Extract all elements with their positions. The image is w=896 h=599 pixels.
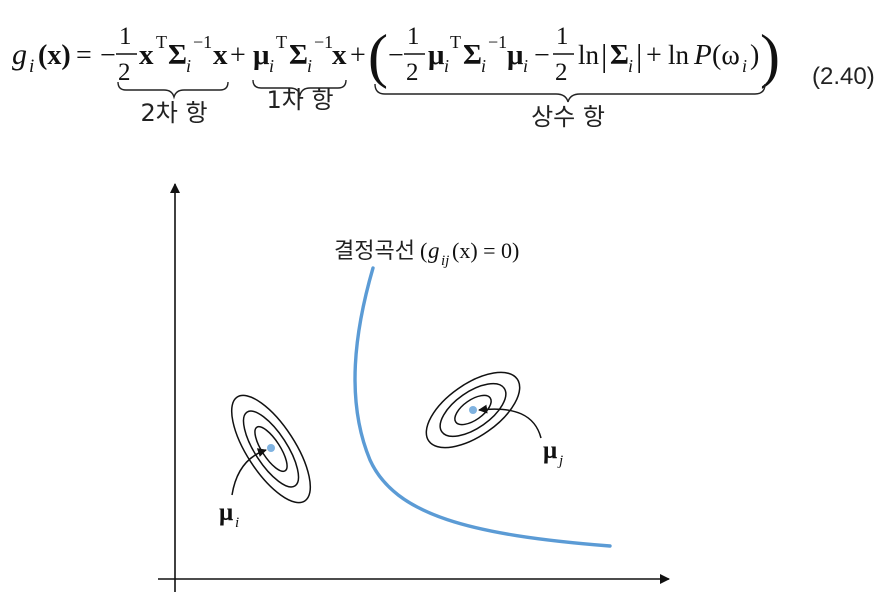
abs-close: |	[636, 37, 642, 73]
prob-P: P	[693, 39, 712, 71]
abs-open: |	[601, 37, 607, 73]
mean-j-dot	[469, 406, 477, 414]
mu-3: μ	[507, 39, 524, 71]
frac2-den: 2	[406, 59, 419, 86]
decision-boundary-label: 결정곡선 ( g ij (x) = 0)	[334, 238, 519, 269]
contour-j-outer	[425, 371, 521, 449]
ln-1: ln	[578, 40, 600, 70]
mean-i-leader-arrow	[231, 448, 267, 496]
frac1-num: 1	[119, 23, 132, 50]
sigma-3-sub: i	[481, 56, 486, 76]
omega-sub: i	[742, 56, 747, 76]
equation-number: (2.40)	[812, 63, 875, 90]
label-linear-term: 1차 항	[266, 86, 333, 114]
plus-sign-3: +	[646, 40, 662, 71]
big-open-paren: (	[368, 23, 388, 89]
mu-3-sub: i	[523, 56, 528, 76]
big-close-paren: )	[760, 23, 780, 89]
mean-j-leader-arrow	[478, 404, 542, 439]
mu-2-sub: i	[444, 56, 449, 76]
transpose-1: T	[156, 32, 167, 52]
sigma-4-sub: i	[628, 56, 633, 76]
discriminant-equation: g i (x) = − 1 2 x T Σ i −1 x + μ i T Σ i…	[12, 23, 875, 90]
sigma-3: Σ	[463, 39, 482, 71]
equals-sign: =	[76, 40, 92, 71]
boundary-label-text: 결정곡선	[334, 239, 415, 264]
boundary-eq-g: g	[428, 238, 440, 263]
contour-j-inner	[454, 394, 492, 426]
underbrace-constant	[374, 83, 766, 103]
frac3-den: 2	[555, 59, 568, 86]
contour-j-middle	[439, 382, 507, 438]
mean-j-label: μ	[543, 437, 557, 464]
frac3-num: 1	[556, 23, 569, 50]
sigma-1: Σ	[168, 39, 187, 71]
mean-i-sub: i	[235, 515, 239, 531]
plus-sign-2: +	[350, 40, 366, 71]
contour-i-outer	[230, 394, 312, 504]
sigma-1-sub: i	[186, 56, 191, 76]
frac1-den: 2	[118, 59, 131, 86]
boundary-eq-sub: ij	[441, 253, 449, 269]
lhs-arg: (x)	[38, 40, 71, 71]
mean-i-dot	[267, 444, 275, 452]
sigma-2: Σ	[289, 39, 308, 71]
x-2: x	[213, 39, 228, 71]
ln-2: ln	[668, 40, 690, 70]
mean-j-sub: j	[557, 453, 563, 469]
mean-i-label: μ	[219, 499, 233, 526]
plus-sign-1: +	[230, 40, 246, 71]
label-constant-term: 상수 항	[531, 103, 605, 131]
minus-sign-3: −	[534, 40, 550, 71]
sigma-2-inv: −1	[314, 32, 333, 52]
lhs-g: g	[12, 38, 27, 71]
mu-1-sub: i	[269, 56, 274, 76]
sigma-3-inv: −1	[488, 32, 507, 52]
x-3: x	[332, 39, 347, 71]
transpose-3: T	[450, 32, 461, 52]
prob-omega: (ω	[712, 40, 740, 71]
transpose-2: T	[276, 32, 287, 52]
prob-close: )	[750, 40, 759, 71]
minus-sign-1: −	[100, 40, 116, 71]
mu-1: μ	[253, 39, 270, 71]
minus-sign-2: −	[388, 40, 404, 71]
underbrace-linear	[252, 79, 347, 98]
x-1: x	[139, 39, 154, 71]
class-j-contours	[425, 371, 521, 449]
boundary-eq-rest: (x) = 0)	[452, 238, 519, 263]
contour-i-middle	[242, 410, 300, 488]
mu-2: μ	[428, 39, 445, 71]
sigma-4: Σ	[610, 39, 629, 71]
label-quadratic-term: 2차 항	[140, 99, 207, 127]
lhs-sub: i	[29, 56, 34, 77]
underbrace-quadratic	[117, 81, 229, 100]
frac2-num: 1	[407, 23, 420, 50]
sigma-1-inv: −1	[193, 32, 212, 52]
underbraces	[117, 79, 766, 103]
boundary-eq-open: (	[420, 238, 427, 263]
decision-boundary-curve	[353, 266, 612, 548]
sigma-2-sub: i	[307, 56, 312, 76]
